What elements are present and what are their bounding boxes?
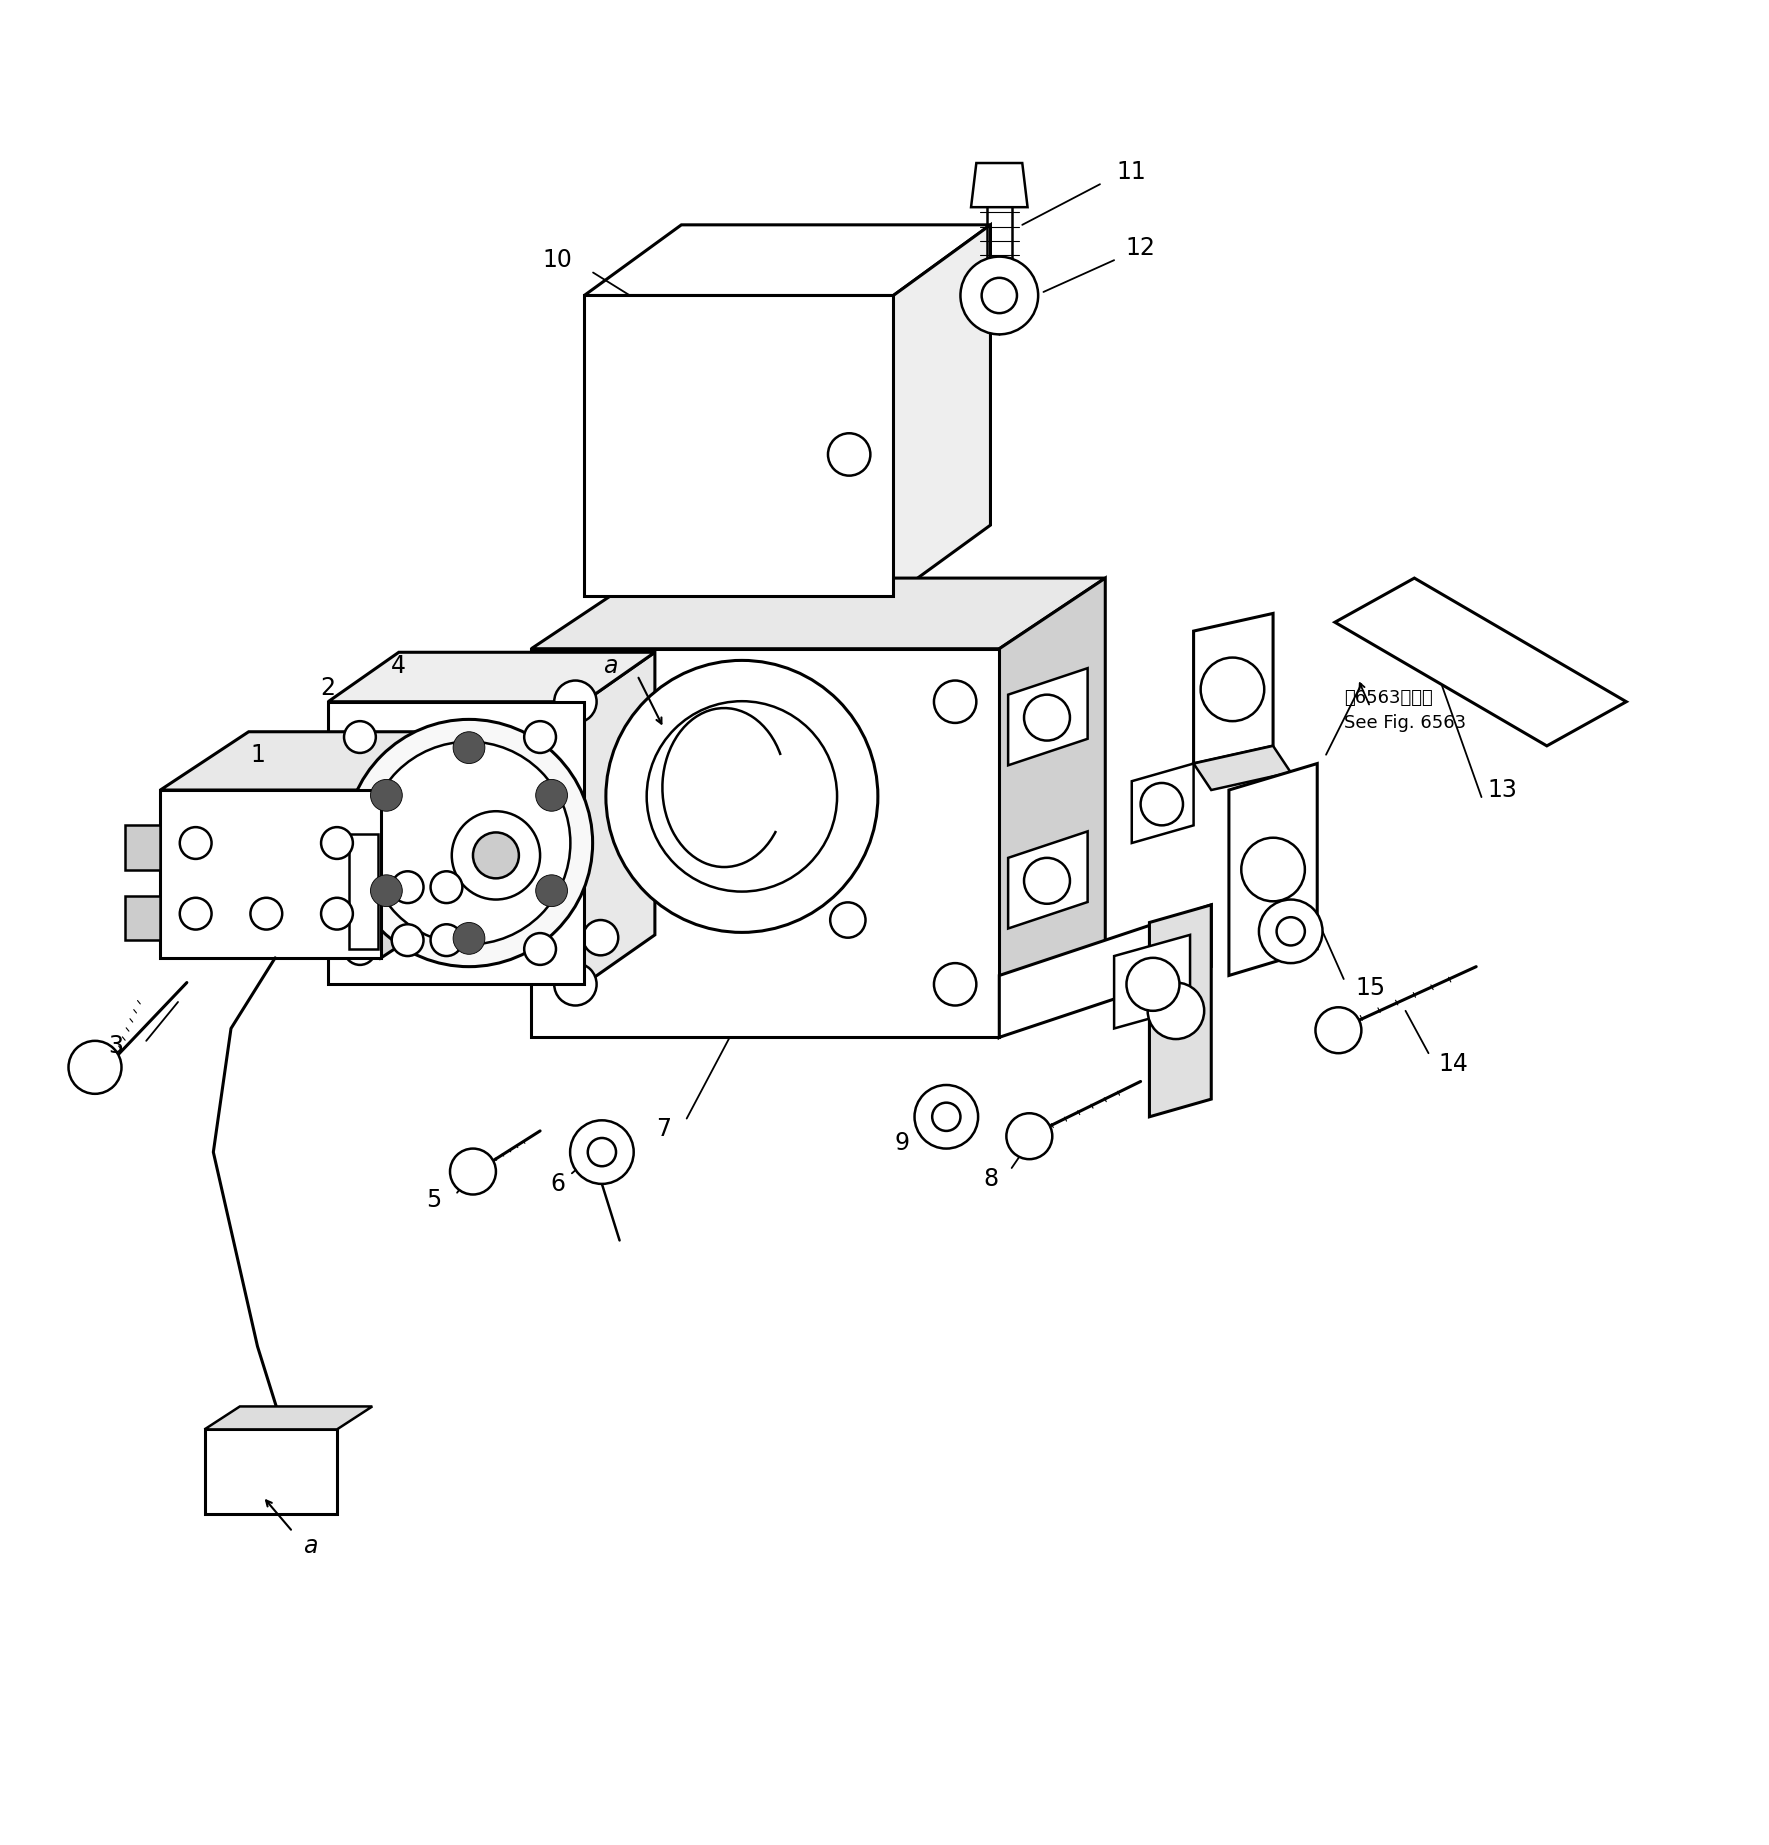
Polygon shape	[126, 825, 161, 869]
Circle shape	[1316, 1007, 1362, 1053]
Polygon shape	[1229, 764, 1318, 976]
Circle shape	[1127, 958, 1180, 1011]
Text: 1: 1	[249, 744, 265, 768]
Circle shape	[180, 827, 212, 860]
Circle shape	[982, 279, 1017, 314]
Circle shape	[932, 1103, 961, 1131]
Circle shape	[647, 701, 837, 891]
Polygon shape	[1194, 745, 1291, 790]
Text: 8: 8	[984, 1166, 998, 1190]
Text: 14: 14	[1438, 1052, 1468, 1076]
Circle shape	[180, 899, 212, 930]
Polygon shape	[205, 1430, 336, 1515]
Circle shape	[345, 720, 593, 967]
Circle shape	[69, 1041, 122, 1094]
Text: 第6563図参照
See Fig. 6563: 第6563図参照 See Fig. 6563	[1344, 688, 1467, 732]
Polygon shape	[327, 653, 655, 701]
Circle shape	[343, 934, 375, 965]
Circle shape	[1007, 1113, 1053, 1159]
Circle shape	[430, 871, 462, 902]
Polygon shape	[584, 653, 655, 985]
Polygon shape	[1008, 668, 1088, 766]
Circle shape	[370, 875, 402, 906]
Text: 7: 7	[656, 1118, 670, 1142]
Text: 12: 12	[1125, 236, 1155, 260]
Polygon shape	[126, 897, 161, 941]
Circle shape	[391, 924, 423, 956]
Circle shape	[1201, 657, 1265, 721]
Text: 15: 15	[1355, 976, 1385, 1000]
Text: 13: 13	[1488, 779, 1518, 803]
Polygon shape	[1194, 613, 1274, 764]
Text: 9: 9	[895, 1131, 909, 1155]
Polygon shape	[327, 701, 584, 985]
Circle shape	[570, 1120, 633, 1184]
Polygon shape	[348, 834, 377, 948]
Polygon shape	[531, 577, 1106, 649]
Polygon shape	[1008, 832, 1088, 928]
Circle shape	[830, 902, 865, 937]
Text: 11: 11	[1116, 161, 1146, 184]
Circle shape	[554, 681, 596, 723]
Text: 2: 2	[320, 675, 336, 699]
Circle shape	[449, 1149, 495, 1194]
Text: 4: 4	[391, 655, 407, 679]
Circle shape	[251, 899, 283, 930]
Circle shape	[934, 681, 976, 723]
Circle shape	[554, 963, 596, 1006]
Text: 10: 10	[543, 249, 573, 273]
Circle shape	[322, 827, 352, 860]
Polygon shape	[999, 577, 1106, 1037]
Circle shape	[1242, 838, 1306, 902]
Circle shape	[453, 732, 485, 764]
Text: a: a	[302, 1533, 318, 1557]
Polygon shape	[1132, 764, 1194, 843]
Circle shape	[934, 963, 976, 1006]
Text: a: a	[603, 655, 617, 679]
Circle shape	[524, 721, 555, 753]
Circle shape	[343, 721, 375, 753]
Polygon shape	[1336, 577, 1626, 745]
Polygon shape	[205, 1406, 371, 1430]
Circle shape	[1024, 858, 1070, 904]
Circle shape	[961, 256, 1038, 334]
Polygon shape	[584, 295, 893, 596]
Circle shape	[472, 832, 518, 878]
Polygon shape	[380, 732, 469, 958]
Polygon shape	[971, 162, 1028, 207]
Circle shape	[915, 1085, 978, 1149]
Polygon shape	[893, 225, 991, 596]
Circle shape	[391, 871, 423, 902]
Circle shape	[587, 1138, 616, 1166]
Circle shape	[368, 742, 570, 945]
Circle shape	[536, 779, 568, 812]
Text: 6: 6	[550, 1172, 566, 1196]
Polygon shape	[1114, 935, 1191, 1028]
Circle shape	[453, 922, 485, 954]
Circle shape	[524, 934, 555, 965]
Circle shape	[1141, 782, 1183, 825]
Circle shape	[828, 434, 870, 476]
Circle shape	[1260, 900, 1323, 963]
Circle shape	[1148, 983, 1205, 1039]
Polygon shape	[161, 732, 469, 790]
Text: 3: 3	[108, 1035, 124, 1059]
Circle shape	[370, 779, 402, 812]
Polygon shape	[531, 967, 1106, 1037]
Circle shape	[1024, 696, 1070, 740]
Polygon shape	[161, 790, 380, 958]
Circle shape	[1277, 917, 1306, 945]
Text: 5: 5	[426, 1188, 442, 1212]
Polygon shape	[1150, 904, 1212, 1116]
Polygon shape	[584, 225, 991, 295]
Circle shape	[584, 921, 617, 956]
Polygon shape	[999, 904, 1212, 1037]
Polygon shape	[531, 649, 999, 1037]
Circle shape	[536, 875, 568, 906]
Circle shape	[605, 661, 877, 932]
Circle shape	[451, 812, 540, 900]
Circle shape	[322, 899, 352, 930]
Circle shape	[430, 924, 462, 956]
